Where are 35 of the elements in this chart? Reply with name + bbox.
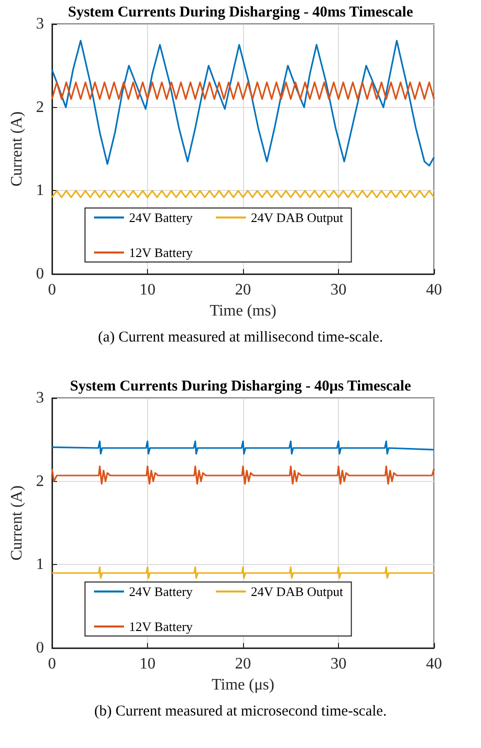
legend-label: 12V Battery (129, 245, 194, 260)
text: (a) Current measured at millisecond time-scale. (98, 330, 383, 346)
y-tick-label: 3 (36, 16, 44, 32)
chart-title: System Currents During Disharging - 40ms Timescale (68, 4, 414, 20)
text: (b) Current measured at microsecond time-scale. (94, 704, 387, 720)
x-tick-label: 30 (330, 656, 346, 672)
x-tick-label: 20 (235, 282, 251, 298)
x-tick-label: 40 (426, 282, 442, 298)
legend-label: 12V Battery (129, 619, 194, 634)
y-tick-label: 3 (36, 390, 44, 406)
y-tick-label: 2 (36, 98, 44, 116)
x-tick-label: 40 (426, 656, 442, 672)
legend-label: 24V DAB Output (250, 210, 344, 225)
legend-label: 24V DAB Output (250, 584, 344, 599)
legend-label: 24V Battery (129, 210, 194, 225)
x-tick-label: 0 (48, 282, 56, 298)
x-axis-title: Time (μs) (212, 676, 274, 694)
chart-title: System Currents During Disharging - 40μs Timescale (70, 378, 412, 394)
x-tick-label: 0 (48, 656, 56, 672)
legend-label: 24V Battery (129, 584, 194, 599)
y-axis-title: Current (A) (8, 485, 26, 561)
y-axis-title: Current (A) (8, 111, 26, 187)
y-tick-label: 1 (36, 556, 44, 574)
line-series (51, 440, 435, 455)
x-axis-title: Time (ms) (210, 302, 276, 320)
x-tick-label: 10 (140, 282, 156, 298)
y-tick-label: 2 (36, 472, 44, 490)
line-series (51, 40, 435, 166)
y-tick-label: 0 (36, 266, 44, 282)
x-tick-label: 20 (235, 656, 251, 672)
y-tick-label: 0 (36, 640, 44, 656)
line-series (51, 466, 435, 485)
x-tick-label: 30 (330, 282, 346, 298)
x-tick-label: 10 (140, 656, 156, 672)
y-tick-label: 1 (36, 182, 44, 200)
